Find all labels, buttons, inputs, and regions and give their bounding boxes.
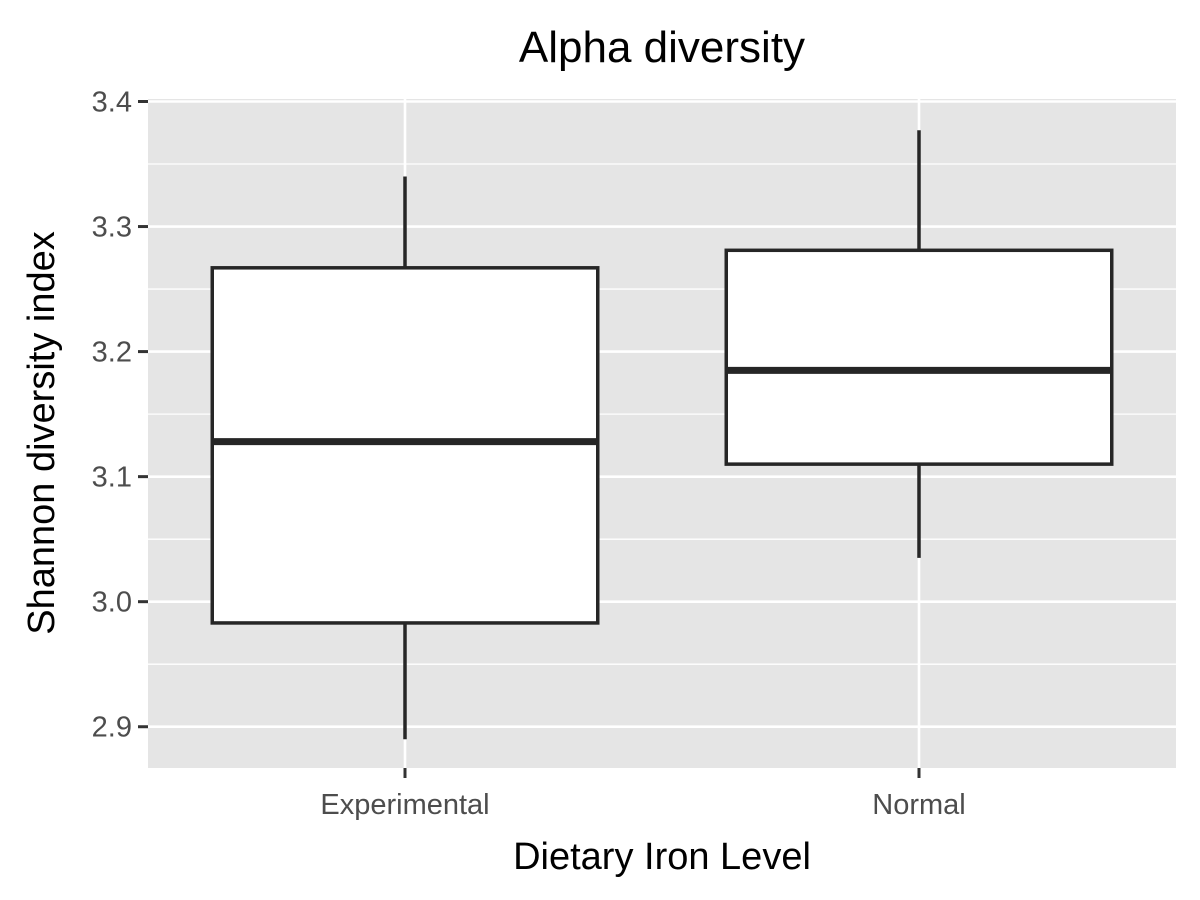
y-tick-label: 3.3 xyxy=(92,212,132,244)
boxes xyxy=(210,130,1114,740)
box-experimental xyxy=(210,176,600,740)
y-tick-label: 2.9 xyxy=(92,712,132,744)
box-iqr xyxy=(724,248,1114,466)
box-iqr xyxy=(210,266,600,625)
axes: 2.9 3.0 3.1 3.2 3.3 3.4 Experimental Normal xyxy=(92,87,966,821)
x-tick-label: Normal xyxy=(872,789,965,821)
box-normal xyxy=(724,130,1114,558)
y-tick-label: 3.0 xyxy=(92,587,132,619)
y-tick-label: 3.1 xyxy=(92,462,132,494)
chart-title: Alpha diversity xyxy=(519,23,805,72)
y-tick-label: 3.2 xyxy=(92,337,132,369)
y-tick-label: 3.4 xyxy=(92,87,132,119)
y-axis-title: Shannon diversity index xyxy=(21,231,63,634)
x-tick-label: Experimental xyxy=(320,789,489,821)
x-axis-title: Dietary Iron Level xyxy=(513,836,811,878)
